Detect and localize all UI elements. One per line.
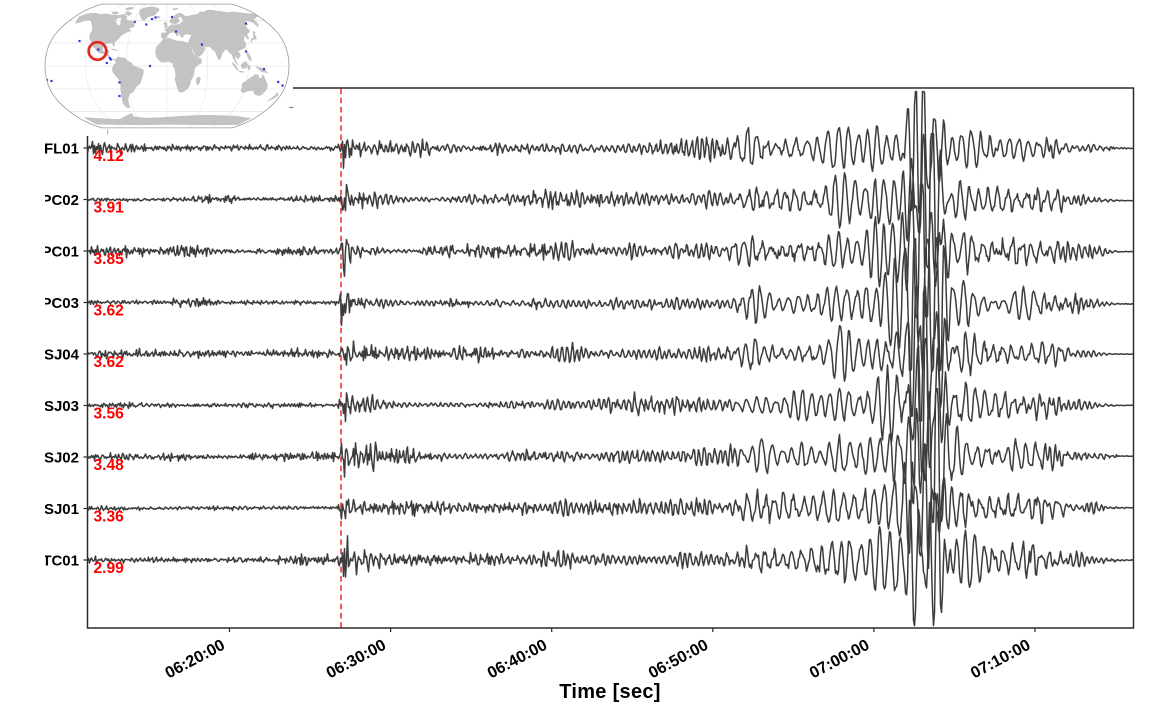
svg-text:3.91: 3.91 xyxy=(94,199,125,216)
svg-text:3.48: 3.48 xyxy=(94,457,125,474)
svg-text:FL01: FL01 xyxy=(44,141,79,158)
svg-text:2.99: 2.99 xyxy=(94,560,125,577)
svg-text:3.36: 3.36 xyxy=(94,508,125,525)
svg-text:3.62: 3.62 xyxy=(94,302,125,319)
svg-text:Time [sec]: Time [sec] xyxy=(559,681,661,703)
svg-text:4.12: 4.12 xyxy=(94,148,125,165)
svg-text:TC01: TC01 xyxy=(42,553,79,570)
svg-text:SJ04: SJ04 xyxy=(44,347,80,364)
svg-text:SJ03: SJ03 xyxy=(44,398,79,415)
svg-text:PC03: PC03 xyxy=(41,295,79,312)
svg-text:3.62: 3.62 xyxy=(94,354,125,371)
svg-text:SJ01: SJ01 xyxy=(44,501,79,518)
svg-text:PC01: PC01 xyxy=(41,244,79,261)
svg-text:SJ02: SJ02 xyxy=(44,450,79,467)
svg-text:3.56: 3.56 xyxy=(94,405,125,422)
svg-text:3.85: 3.85 xyxy=(94,251,125,268)
svg-text:PC02: PC02 xyxy=(41,192,79,209)
